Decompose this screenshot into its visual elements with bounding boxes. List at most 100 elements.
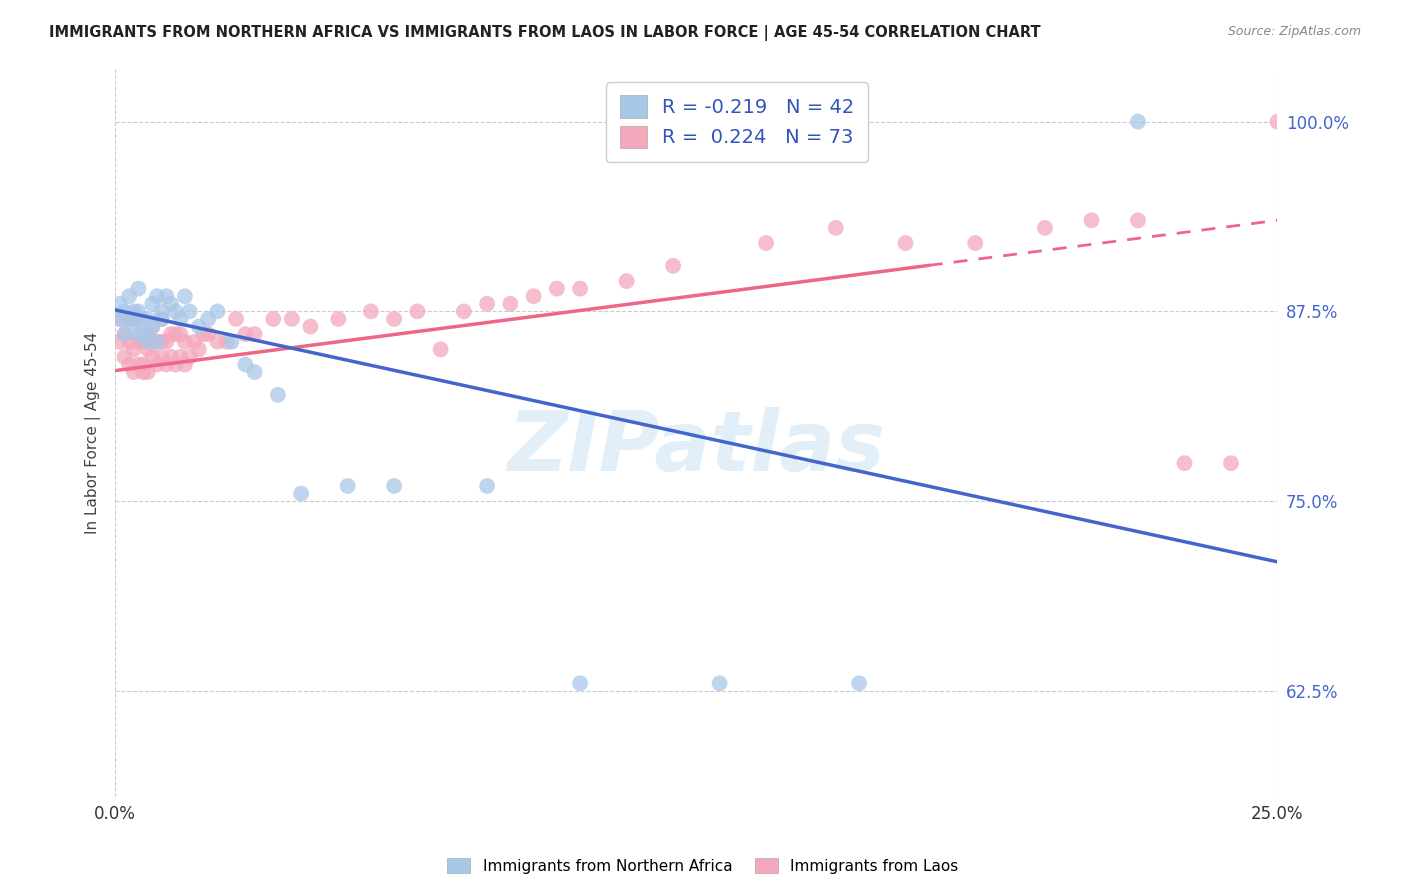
Legend: Immigrants from Northern Africa, Immigrants from Laos: Immigrants from Northern Africa, Immigra… (441, 852, 965, 880)
Point (299, 319, 322, 334)
Point (132, 334, 155, 349)
Point (499, 297, 522, 311)
Point (267, 388, 290, 402)
Point (1033, 221, 1056, 235)
Point (193, 327, 215, 342)
Point (1080, 213, 1102, 227)
Text: ZIPatlas: ZIPatlas (508, 407, 886, 488)
Point (187, 319, 209, 334)
Point (475, 297, 498, 311)
Point (141, 334, 163, 349)
Point (360, 304, 382, 318)
Point (146, 358, 169, 372)
Legend: R = -0.219   N = 42, R =  0.224   N = 73: R = -0.219 N = 42, R = 0.224 N = 73 (606, 82, 868, 161)
Point (1220, 456, 1243, 470)
Point (221, 334, 243, 349)
Point (187, 343, 209, 357)
Point (114, 327, 136, 342)
Point (127, 312, 149, 326)
Point (1126, 114, 1149, 128)
Point (160, 327, 183, 342)
Point (1173, 456, 1195, 470)
Text: Source: ZipAtlas.com: Source: ZipAtlas.com (1227, 25, 1361, 38)
Point (569, 282, 592, 296)
Point (150, 334, 173, 349)
Point (523, 289, 546, 303)
Point (709, 676, 731, 690)
Point (146, 289, 169, 303)
Point (169, 350, 191, 364)
Point (118, 312, 141, 326)
Point (179, 350, 201, 364)
Point (122, 312, 145, 326)
Point (118, 334, 141, 349)
Point (382, 479, 405, 493)
Point (136, 334, 159, 349)
Point (132, 365, 155, 379)
Point (235, 327, 257, 342)
Point (569, 676, 592, 690)
Point (160, 297, 183, 311)
Point (262, 312, 284, 326)
Point (328, 312, 350, 326)
Point (197, 327, 219, 342)
Point (114, 350, 136, 364)
Point (965, 236, 987, 251)
Point (118, 312, 141, 326)
Point (848, 676, 870, 690)
Point (127, 358, 149, 372)
Point (150, 312, 173, 326)
Point (207, 304, 229, 318)
Point (155, 358, 177, 372)
Point (146, 334, 169, 349)
Point (174, 334, 197, 349)
Point (546, 282, 568, 296)
Point (382, 312, 405, 326)
Point (824, 221, 846, 235)
Point (169, 312, 191, 326)
Point (662, 259, 685, 273)
Point (160, 350, 183, 364)
Point (281, 312, 304, 326)
Point (127, 304, 149, 318)
Point (215, 334, 238, 349)
Point (165, 358, 187, 372)
Point (108, 312, 131, 326)
Y-axis label: In Labor Force | Age 45-54: In Labor Force | Age 45-54 (86, 332, 101, 534)
Point (155, 334, 177, 349)
Point (141, 319, 163, 334)
Point (475, 479, 498, 493)
Point (127, 334, 149, 349)
Text: IMMIGRANTS FROM NORTHERN AFRICA VS IMMIGRANTS FROM LAOS IN LABOR FORCE | AGE 45-: IMMIGRANTS FROM NORTHERN AFRICA VS IMMIG… (49, 25, 1040, 41)
Point (165, 327, 187, 342)
Point (141, 297, 163, 311)
Point (1267, 114, 1289, 128)
Point (122, 319, 145, 334)
Point (183, 334, 205, 349)
Point (122, 304, 145, 318)
Point (197, 312, 219, 326)
Point (127, 327, 149, 342)
Point (235, 358, 257, 372)
Point (122, 365, 145, 379)
Point (132, 312, 155, 326)
Point (114, 304, 136, 318)
Point (136, 312, 159, 326)
Point (290, 486, 312, 500)
Point (243, 365, 266, 379)
Point (755, 236, 778, 251)
Point (132, 358, 155, 372)
Point (406, 304, 429, 318)
Point (1126, 213, 1149, 227)
Point (136, 327, 159, 342)
Point (207, 334, 229, 349)
Point (150, 304, 173, 318)
Point (174, 289, 197, 303)
Point (141, 350, 163, 364)
Point (108, 297, 131, 311)
Point (141, 319, 163, 334)
Point (429, 343, 451, 357)
Point (243, 327, 266, 342)
Point (136, 365, 159, 379)
Point (108, 334, 131, 349)
